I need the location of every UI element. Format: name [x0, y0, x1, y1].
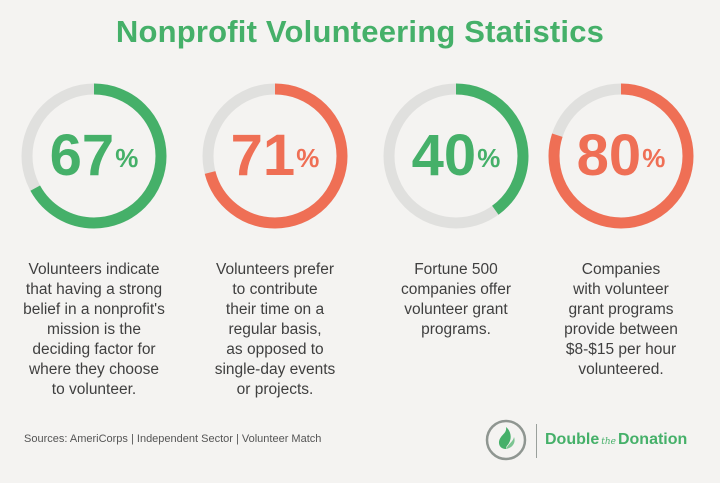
logo-divider: [536, 424, 537, 458]
stat-description: Volunteers prefer to contribute their ti…: [214, 261, 336, 398]
stat-description: Companies with volunteer grant programs …: [564, 261, 678, 378]
ring-arc: [548, 83, 694, 229]
double-the-donation-logo-icon: [485, 419, 527, 461]
stat-value: 80%: [576, 123, 666, 188]
progress-ring: [548, 83, 694, 229]
progress-ring: [202, 83, 348, 229]
stat-description: Volunteers indicate that having a strong…: [23, 261, 165, 398]
stat-value: 40%: [411, 123, 501, 188]
page-title: Nonprofit Volunteering Statistics: [115, 14, 605, 49]
ring-arc: [202, 83, 348, 229]
progress-ring: [383, 83, 529, 229]
stat-value: 67%: [49, 123, 139, 188]
sources-text: Sources: AmeriCorps | Independent Sector…: [24, 433, 322, 445]
logo-wordmark: Double the Donation: [545, 431, 688, 448]
ring-arc: [21, 83, 167, 229]
stat-description: Fortune 500 companies offer volunteer gr…: [401, 261, 511, 338]
progress-ring: [21, 83, 167, 229]
brand-logo: Double the Donation: [484, 418, 704, 464]
stat-value: 71%: [230, 123, 320, 188]
ring-arc: [383, 83, 529, 229]
